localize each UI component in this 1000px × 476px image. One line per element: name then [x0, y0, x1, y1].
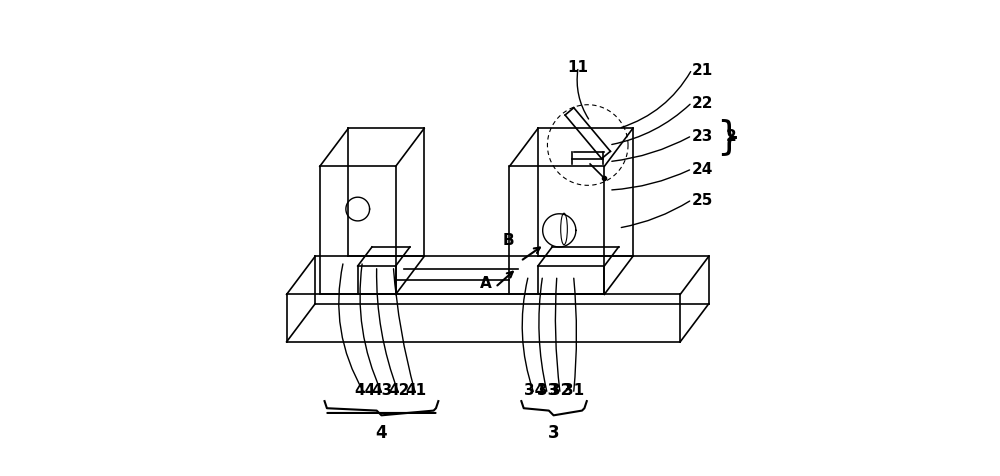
Text: 31: 31: [563, 382, 584, 397]
Text: 2: 2: [725, 129, 736, 144]
Bar: [320, 167, 396, 295]
Text: 42: 42: [388, 382, 410, 397]
Bar: [509, 167, 604, 295]
Bar: [358, 267, 396, 295]
Text: 33: 33: [537, 382, 558, 397]
Text: 43: 43: [372, 382, 393, 397]
Text: A: A: [480, 276, 492, 290]
Text: 3: 3: [548, 423, 559, 441]
Text: 44: 44: [354, 382, 375, 397]
Text: 25: 25: [692, 193, 713, 208]
Text: 4: 4: [376, 423, 387, 441]
Text: 24: 24: [692, 162, 713, 177]
Text: 21: 21: [692, 62, 713, 78]
Text: B: B: [503, 233, 514, 248]
Text: 22: 22: [692, 96, 714, 110]
Text: 23: 23: [692, 129, 713, 144]
Text: }: }: [716, 117, 741, 155]
Text: 32: 32: [550, 382, 571, 397]
Text: 34: 34: [524, 382, 545, 397]
Text: 11: 11: [568, 60, 589, 75]
Bar: [538, 267, 604, 295]
Text: 41: 41: [405, 382, 426, 397]
